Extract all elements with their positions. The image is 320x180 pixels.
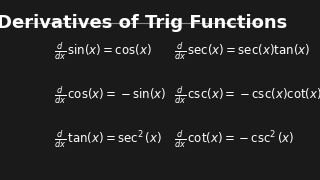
Text: $\frac{d}{dx}\,\tan(x) = \sec^2(x)$: $\frac{d}{dx}\,\tan(x) = \sec^2(x)$ (54, 129, 162, 150)
Text: $\frac{d}{dx}\,\sin(x) = \cos(x)$: $\frac{d}{dx}\,\sin(x) = \cos(x)$ (54, 40, 151, 62)
Text: $\frac{d}{dx}\,\sec(x) = \sec(x)\tan(x)$: $\frac{d}{dx}\,\sec(x) = \sec(x)\tan(x)$ (173, 40, 310, 62)
Text: Derivatives of Trig Functions: Derivatives of Trig Functions (0, 14, 288, 32)
Text: $\frac{d}{dx}\,\cos(x) = -\sin(x)$: $\frac{d}{dx}\,\cos(x) = -\sin(x)$ (54, 84, 166, 106)
Text: $\frac{d}{dx}\,\csc(x) = -\csc(x)\cot(x)$: $\frac{d}{dx}\,\csc(x) = -\csc(x)\cot(x)… (173, 84, 320, 106)
Text: $\frac{d}{dx}\,\cot(x) = -\csc^2(x)$: $\frac{d}{dx}\,\cot(x) = -\csc^2(x)$ (173, 129, 294, 150)
